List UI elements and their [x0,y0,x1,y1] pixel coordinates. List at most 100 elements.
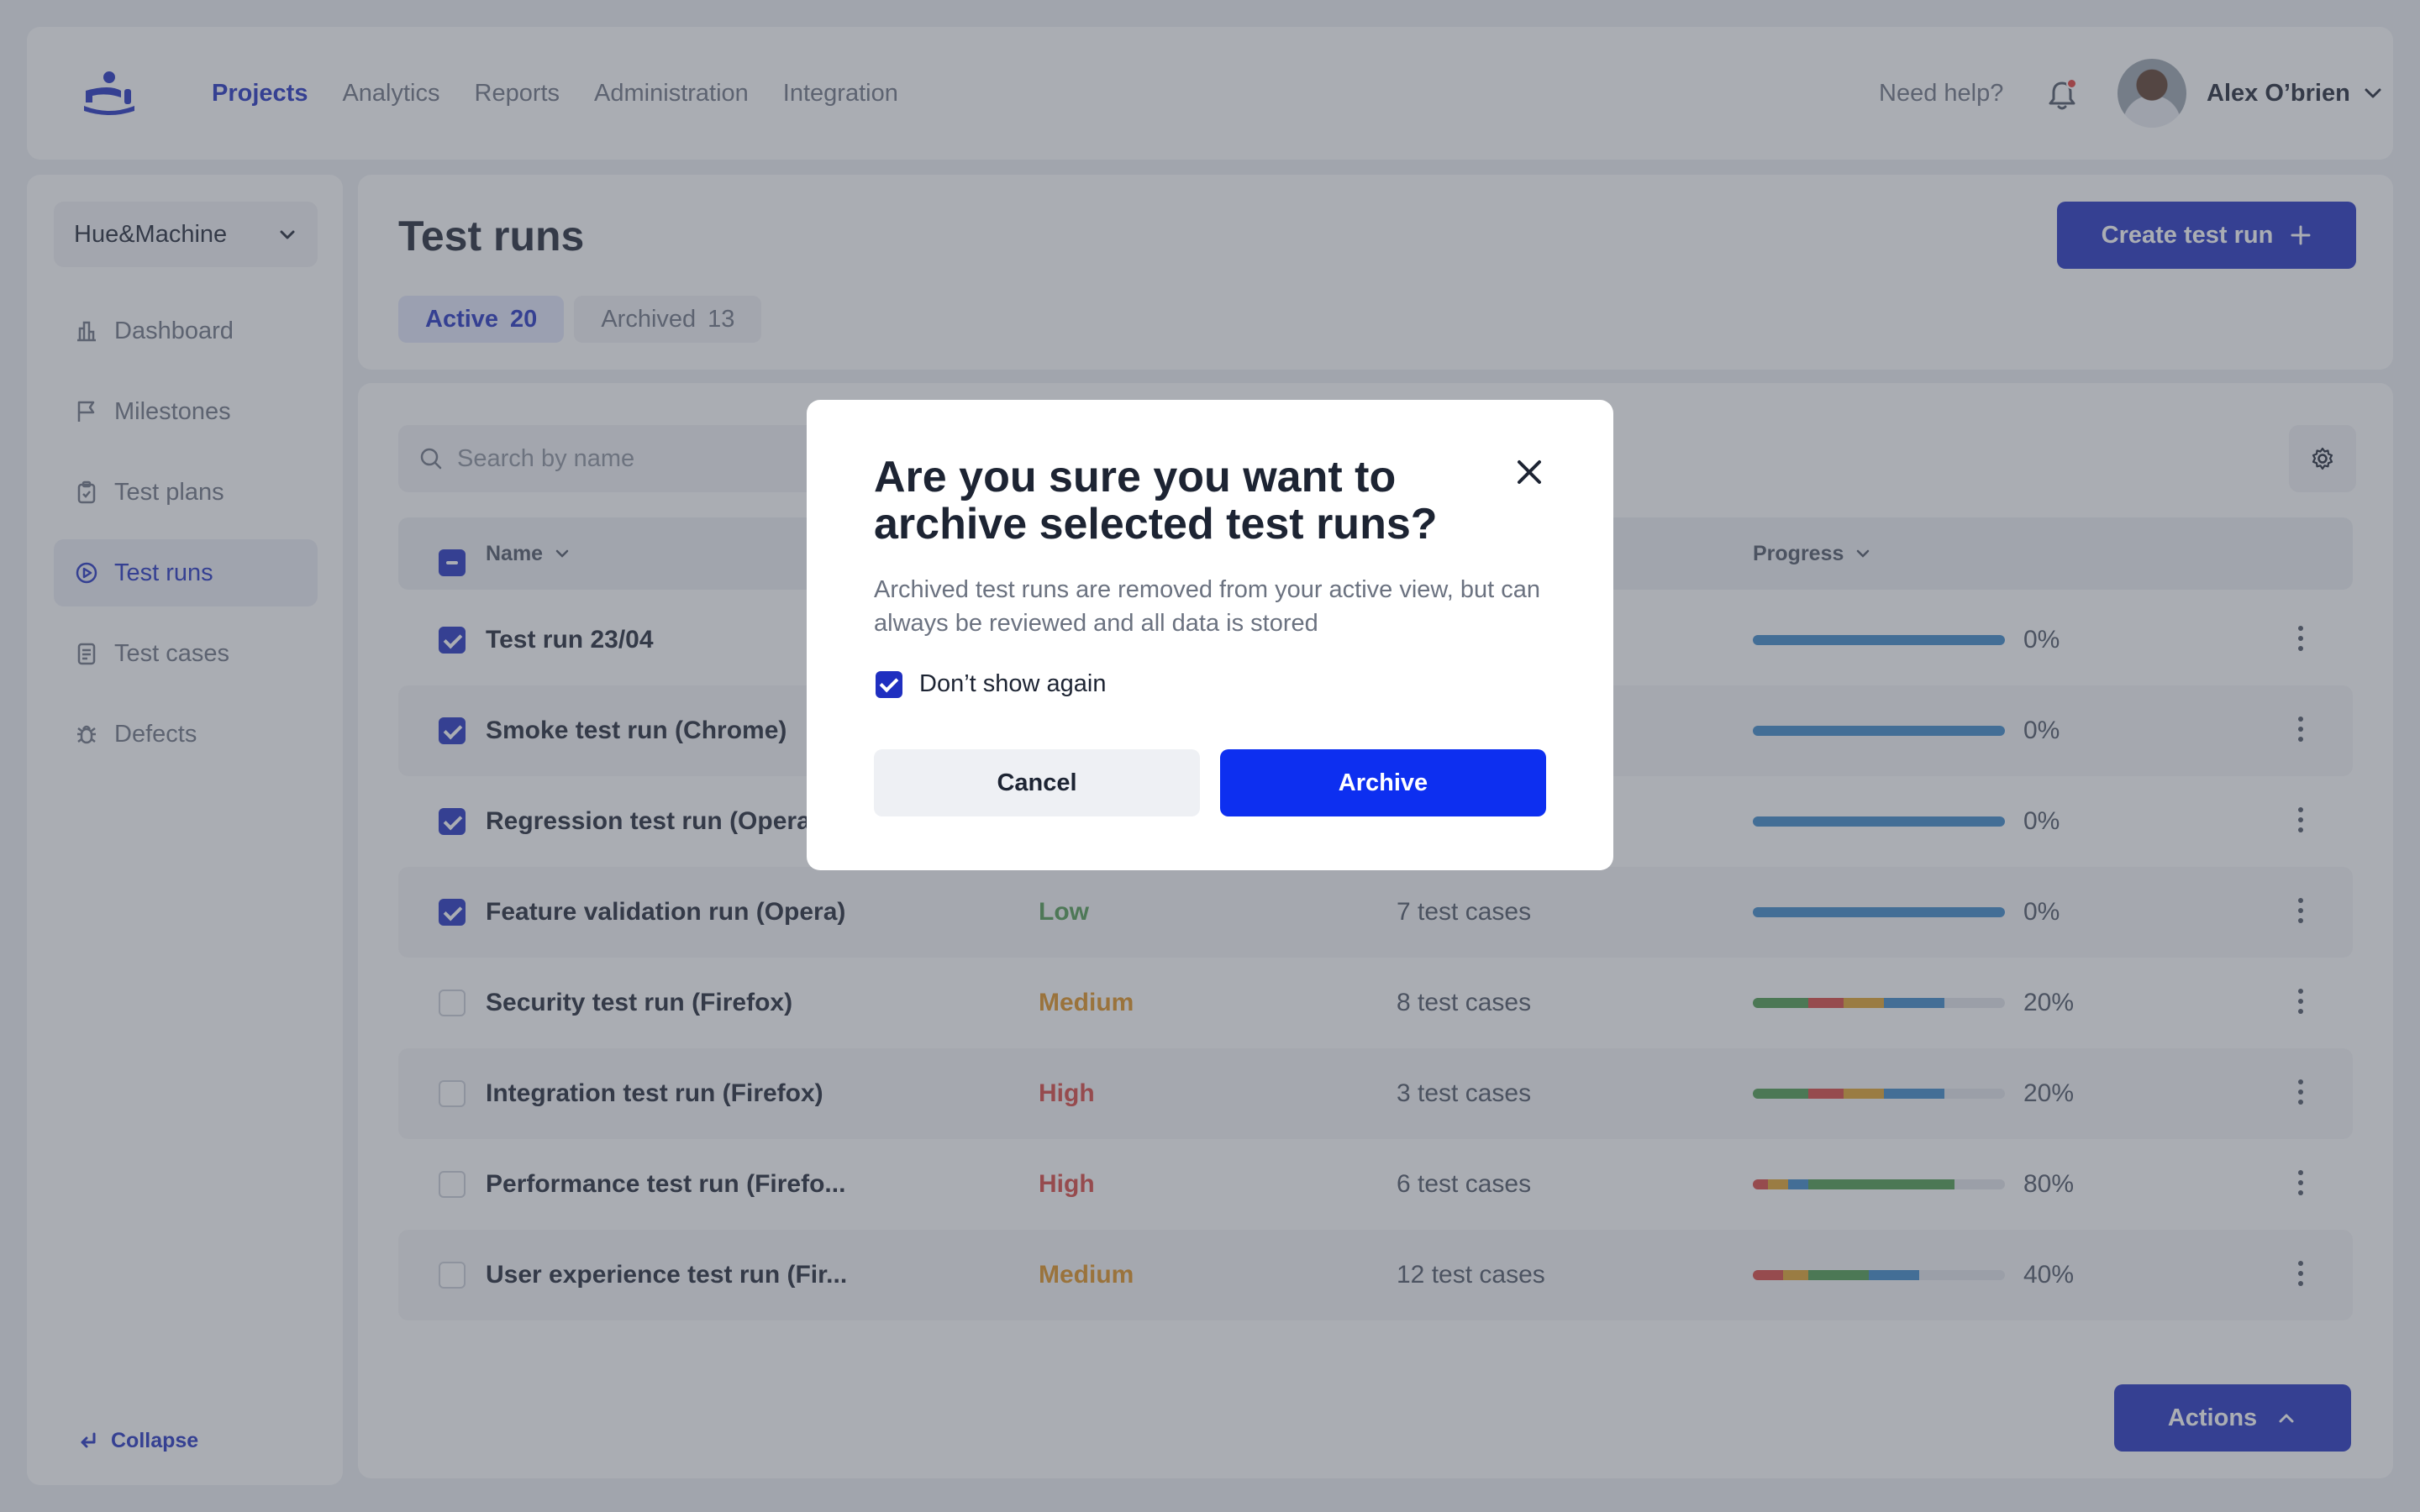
notifications-button[interactable] [2044,76,2081,113]
row-more-icon[interactable] [2292,1168,2309,1201]
progress-segment [1844,998,1884,1008]
dashboard-icon [77,321,96,342]
table-row[interactable]: User experience test run (Fir... Medium 12… [398,1230,2353,1320]
table-settings-button[interactable] [2289,425,2356,492]
chevron-up-icon [2279,1414,2294,1423]
progress-segment [1884,998,1944,1008]
row-more-icon[interactable] [2292,895,2309,929]
create-test-run-button[interactable]: Create test run [2057,202,2356,269]
run-name[interactable]: Performance test run (Firefo... [486,1170,846,1198]
progress-segment [1753,998,1808,1008]
row-more-icon[interactable] [2292,623,2309,657]
sidebar-item-test-runs[interactable]: Test runs [54,539,318,606]
archive-button[interactable]: Archive [1220,749,1546,816]
sidebar-item-dashboard[interactable]: Dashboard [54,297,318,365]
actions-label: Actions [2167,1404,2258,1431]
run-name[interactable]: Test run 23/04 [486,626,654,654]
table-row[interactable]: Regression test run (Opera) 0% [398,776,2353,867]
cancel-button[interactable]: Cancel [874,749,1200,816]
sidebar-item-label: Milestones [114,397,231,425]
progress-segment [1753,1179,1768,1189]
chevron-down-icon [280,230,295,239]
play-circle-icon [76,562,97,584]
run-name[interactable]: Feature validation run (Opera) [486,898,846,926]
bug-icon [77,725,96,744]
row-checkbox[interactable] [439,808,466,835]
row-checkbox[interactable] [439,899,466,926]
dialog-title: Are you sure you want to archive selecte… [874,453,1438,549]
row-more-icon[interactable] [2292,1077,2309,1110]
row-more-icon[interactable] [2292,1258,2309,1292]
main-nav: Projects Analytics Reports Administratio… [212,27,898,160]
actions-button[interactable]: Actions [2114,1384,2351,1452]
progress-segment [1869,1270,1919,1280]
app-logo-icon[interactable] [81,69,138,116]
gear-icon [2312,447,2333,470]
user-avatar[interactable] [2118,59,2186,128]
progress-percent: 0% [2023,717,2060,744]
row-checkbox[interactable] [439,990,466,1016]
tab-active[interactable]: Active 20 [398,296,565,343]
document-icon [77,643,96,665]
dont-show-again-checkbox[interactable]: Don’t show again [876,670,1106,698]
run-name[interactable]: User experience test run (Fir... [486,1261,848,1289]
sidebar-item-label: Defects [114,720,197,748]
row-more-icon[interactable] [2292,714,2309,748]
sidebar-item-label: Dashboard [114,317,234,344]
nav-integration[interactable]: Integration [782,79,898,107]
sidebar-nav: Dashboard Milestones Test plans Test run… [54,297,318,781]
run-name[interactable]: Integration test run (Firefox) [486,1079,823,1107]
sidebar-item-defects[interactable]: Defects [54,701,318,768]
run-name[interactable]: Regression test run (Opera) [486,807,819,835]
nav-analytics[interactable]: Analytics [342,79,440,107]
progress-segment [1788,1179,1808,1189]
row-checkbox[interactable] [439,717,466,744]
user-menu[interactable]: Alex O’brien [2207,27,2384,160]
progress-segment [1753,816,2005,827]
row-checkbox[interactable] [439,1262,466,1289]
row-more-icon[interactable] [2292,805,2309,838]
progress-bar [1753,726,2005,736]
table-row[interactable]: Integration test run (Firefox) High 3 test… [398,1048,2353,1139]
row-checkbox[interactable] [439,627,466,654]
run-priority: Medium [1039,1261,1134,1289]
sidebar-item-test-cases[interactable]: Test cases [54,620,318,687]
select-all-checkbox[interactable] [439,549,466,576]
checkbox-box[interactable] [876,670,902,698]
nav-administration[interactable]: Administration [594,79,749,107]
sidebar-item-milestones[interactable]: Milestones [54,378,318,445]
tab-count: 13 [708,305,735,333]
row-checkbox[interactable] [439,1171,466,1198]
nav-projects[interactable]: Projects [212,79,308,107]
progress-segment [1753,1089,1808,1099]
column-name-header[interactable]: Name [486,517,571,590]
progress-bar [1753,635,2005,645]
progress-bar [1753,1179,2005,1189]
table-row[interactable]: Performance test run (Firefo... High 6 tes… [398,1139,2353,1230]
progress-segment [1884,1089,1944,1099]
search-placeholder: Search by name [457,444,635,472]
sidebar-item-test-plans[interactable]: Test plans [54,459,318,526]
close-icon[interactable] [1512,455,1546,489]
tab-archived[interactable]: Archived 13 [574,296,762,343]
need-help-link[interactable]: Need help? [1879,79,2004,107]
workspace-select[interactable]: Hue&Machine [54,202,318,267]
run-test-case-count: 6 test cases [1397,1170,1532,1198]
sidebar: Hue&Machine Dashboard Milestones Test pl… [27,175,343,1485]
collapse-sidebar-button[interactable]: Collapse [77,1429,198,1453]
table-row[interactable]: Test run 23/04 0% [398,595,2353,685]
nav-reports[interactable]: Reports [474,79,560,107]
run-name[interactable]: Smoke test run (Chrome) [486,717,787,744]
run-name[interactable]: Security test run (Firefox) [486,989,793,1016]
top-navigation-bar: Projects Analytics Reports Administratio… [27,27,2393,160]
table-row[interactable]: Feature validation run (Opera) Low 7 test … [398,867,2353,958]
page-title: Test runs [398,213,585,260]
column-progress-header[interactable]: Progress [1753,517,1872,590]
row-checkbox[interactable] [439,1080,466,1107]
table-row[interactable]: Security test run (Firefox) Medium 8 test … [398,958,2353,1048]
progress-segment [1783,1270,1808,1280]
row-more-icon[interactable] [2292,986,2309,1020]
column-progress-label: Progress [1753,541,1844,565]
search-icon [420,448,442,470]
run-priority: High [1039,1170,1095,1198]
